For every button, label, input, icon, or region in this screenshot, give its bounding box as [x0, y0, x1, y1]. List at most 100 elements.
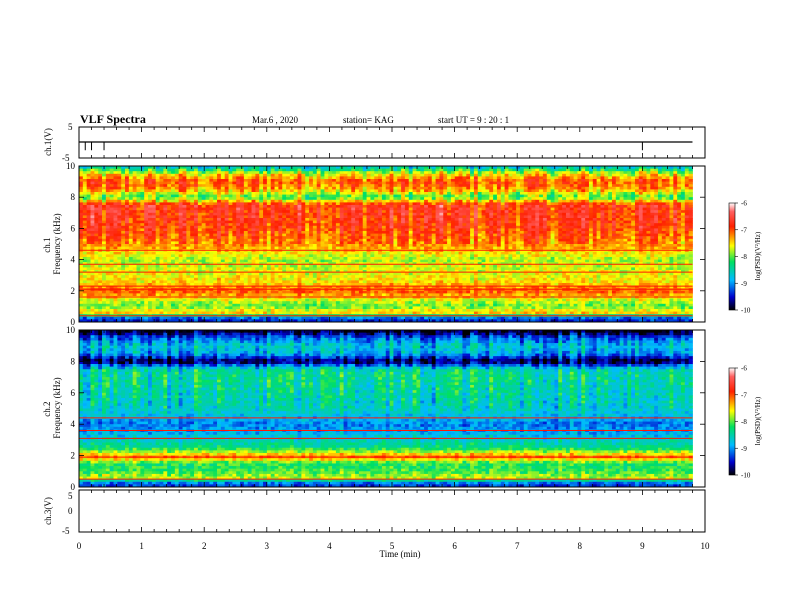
spectrogram-cell	[343, 189, 348, 193]
spectrogram-cell	[228, 231, 233, 234]
spectrogram-cell	[677, 194, 682, 198]
spectrogram-cell	[309, 173, 314, 177]
spectrogram-cell	[255, 207, 260, 211]
spectrogram-cell	[105, 225, 111, 229]
spectrogram-cell	[573, 202, 578, 206]
spectrogram-cell	[627, 171, 632, 175]
spectrogram-cell	[588, 225, 594, 229]
spectrogram-cell	[174, 215, 180, 219]
spectrogram-cell	[427, 233, 433, 237]
spectrogram-cell	[588, 181, 594, 185]
spectrogram-cell	[638, 225, 644, 229]
spectrogram-cell	[539, 197, 544, 201]
spectrogram-cell	[159, 220, 164, 224]
spectrogram-cell	[182, 189, 187, 193]
spectrogram-cell	[282, 166, 287, 169]
spectrogram-cell	[255, 194, 260, 198]
spectrogram-cell	[163, 215, 168, 219]
spectrogram-cell	[343, 215, 348, 219]
spectrogram-cell	[504, 207, 509, 211]
spectrogram-cell	[370, 233, 375, 237]
spectrogram-cell	[155, 244, 160, 247]
spectrogram-cell	[366, 199, 371, 203]
spectrogram-cell	[182, 199, 187, 203]
spectrogram-cell	[236, 186, 241, 190]
spectrogram-cell	[654, 181, 659, 185]
spectrogram-cell	[236, 184, 241, 188]
spectrogram-cell	[358, 223, 364, 227]
spectrogram-cell	[535, 212, 540, 216]
spectrogram-cell	[301, 192, 306, 195]
spectrogram-cell	[128, 231, 134, 234]
spectrogram-cell	[412, 223, 417, 227]
spectrogram-cell	[186, 166, 191, 169]
spectrogram-cell	[412, 186, 417, 190]
spectrogram-cell	[454, 173, 459, 177]
spectrogram-cell	[347, 184, 352, 188]
spectrogram-cell	[305, 215, 310, 219]
spectrogram-cell	[458, 176, 463, 180]
spectrogram-cell	[443, 179, 448, 182]
spectrogram-cell	[155, 197, 160, 201]
spectrogram-cell	[493, 199, 498, 203]
spectrogram-cell	[496, 181, 502, 185]
spectrogram-cell	[370, 202, 375, 206]
spectrogram-cell	[125, 199, 130, 203]
spectrogram-cell	[324, 176, 329, 180]
spectrogram-cell	[297, 223, 302, 227]
spectrogram-cell	[94, 184, 99, 188]
spectrogram-cell	[504, 241, 509, 245]
spectrogram-cell	[585, 166, 590, 169]
spectrogram-cell	[251, 199, 256, 203]
spectrogram-cell	[481, 168, 486, 172]
spectrogram-cell	[558, 233, 563, 237]
spectrogram-cell	[163, 233, 168, 237]
spectrogram-cell	[684, 205, 690, 208]
spectrogram-cell	[224, 225, 229, 229]
spectrogram-cell	[389, 205, 394, 208]
spectrogram-cell	[512, 231, 517, 234]
spectrogram-cell	[374, 225, 379, 229]
spectrogram-cell	[351, 168, 356, 172]
spectrogram-cell	[611, 233, 617, 237]
spectrogram-cell	[136, 181, 141, 185]
spectrogram-cell	[516, 236, 521, 240]
spectrogram-cell	[569, 173, 575, 177]
spectrogram-cell	[297, 184, 302, 188]
spectrogram-cell	[370, 186, 375, 190]
spectrogram-cell	[324, 202, 329, 206]
spectrogram-cell	[661, 197, 667, 201]
spectrogram-cell	[293, 244, 298, 247]
spectrogram-cell	[481, 241, 486, 245]
spectrogram-cell	[389, 186, 394, 190]
spectrogram-cell	[466, 194, 471, 198]
spectrogram-cell	[677, 218, 682, 221]
spectrogram-cell	[631, 202, 636, 206]
spectrogram-cell	[102, 212, 107, 216]
spectrogram-cell	[243, 173, 249, 177]
spectrogram-cell	[473, 225, 479, 229]
spectrogram-cell	[527, 186, 532, 190]
spectrogram-cell	[546, 176, 552, 180]
spectrogram-cell	[247, 168, 252, 172]
spectrogram-cell	[347, 168, 352, 172]
spectrogram-cell	[128, 236, 134, 240]
spectrogram-cell	[98, 205, 103, 208]
spectrogram-cell	[339, 179, 344, 182]
spectrogram-cell	[619, 223, 624, 227]
spectrogram-cell	[220, 225, 226, 229]
spectrogram-cell	[608, 171, 613, 175]
spectrogram-cell	[213, 205, 218, 208]
spectrogram-cell	[527, 218, 532, 221]
spectrogram-cell	[611, 236, 617, 240]
spectrogram-cell	[504, 197, 509, 201]
spectrogram-cell	[688, 205, 693, 208]
spectrogram-cell	[282, 181, 287, 185]
spectrogram-cell	[435, 179, 440, 182]
spectrogram-cell	[688, 173, 693, 177]
spectrogram-cell	[588, 238, 594, 242]
spectrogram-cell	[220, 202, 226, 206]
spectrogram-cell	[320, 210, 325, 214]
spectrogram-cell	[562, 238, 567, 242]
spectrogram-cell	[493, 181, 498, 185]
